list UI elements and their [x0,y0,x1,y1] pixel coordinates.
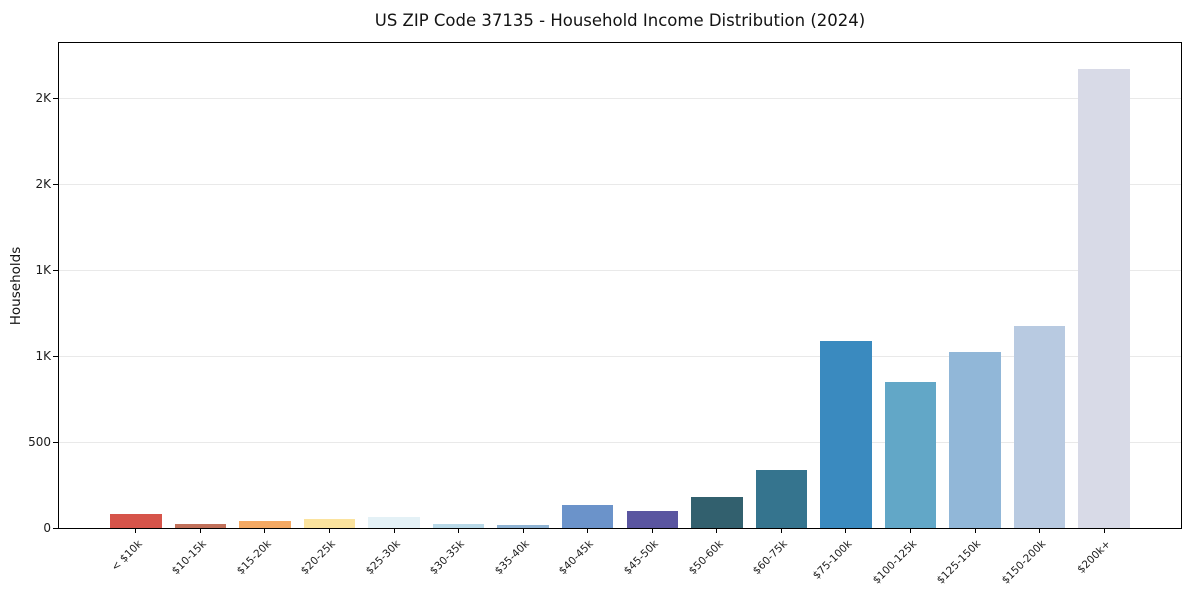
x-tick-label: $10-15k [169,538,209,578]
plot-area [59,43,1181,528]
x-tick-label: $60-75k [750,538,790,578]
x-tick-label: $75-100k [810,538,855,582]
x-tick-mark [329,528,330,533]
bar-$45-50k [626,510,679,528]
y-tick-mark [53,269,58,271]
x-tick-label: < $10k [108,538,145,574]
gridline [59,270,1181,271]
gridline [59,98,1181,99]
y-tick-mark [53,527,58,529]
x-tick-label: $30-35k [427,538,468,578]
bar-$35-40k [497,525,549,528]
bar-$150-200k [1013,325,1066,528]
x-tick-label: $125-150k [935,538,984,587]
y-tick-mark [53,441,58,443]
bar-$25-30k [368,516,420,528]
x-tick-label: $25-30k [363,538,403,578]
x-tick-mark [651,528,653,533]
bar-$30-35k [432,523,485,528]
x-tick-mark [974,528,976,533]
x-tick-mark [845,528,847,533]
x-tick-mark [910,528,911,533]
y-tick-mark [53,355,58,357]
x-tick-mark [1103,528,1105,533]
x-tick-mark [780,528,782,533]
x-tick-mark [135,528,137,533]
y-axis-label: Households [8,246,24,326]
y-tick-label: 0 [43,520,51,535]
x-tick-mark [1039,528,1041,533]
x-tick-label: $40-45k [557,538,597,578]
bar-$125-150k [949,351,1001,528]
bar-< $10k [110,514,162,528]
bar-$200k+ [1078,68,1130,528]
y-tick-label: 2K [35,176,51,191]
bar-$50-60k [691,496,743,528]
x-tick-label: $150-200k [999,538,1049,587]
x-tick-mark [264,528,266,533]
gridline [59,184,1181,185]
y-tick-label: 2K [35,90,51,105]
y-tick-label: 1K [35,262,51,277]
bar-$40-45k [561,504,614,528]
gridline [59,442,1181,443]
bar-$75-100k [820,340,872,528]
x-tick-label: $100-125k [870,538,919,587]
x-tick-label: $45-50k [621,538,661,578]
x-tick-label: $20-25k [298,538,338,578]
y-tick-mark [53,183,58,185]
x-tick-label: $35-40k [492,538,532,578]
x-tick-label: $50-60k [686,538,726,578]
x-tick-mark [716,528,718,533]
bar-$20-25k [303,518,356,528]
bar-$100-125k [884,381,937,528]
bar-$10-15k [174,524,227,528]
x-tick-mark [199,528,201,533]
y-tick-mark [53,97,58,99]
x-tick-mark [587,528,589,533]
x-tick-mark [458,528,460,533]
y-tick-label: 500 [28,434,51,449]
gridline [59,356,1181,357]
chart-title: US ZIP Code 37135 - Household Income Dis… [374,11,866,30]
x-tick-label: $15-20k [234,538,274,578]
x-tick-label: $200k+ [1074,538,1113,576]
x-tick-mark [393,528,395,533]
bar-$15-20k [239,520,291,528]
y-tick-label: 1K [35,348,51,363]
x-tick-mark [522,528,524,533]
bar-$60-75k [755,470,808,528]
